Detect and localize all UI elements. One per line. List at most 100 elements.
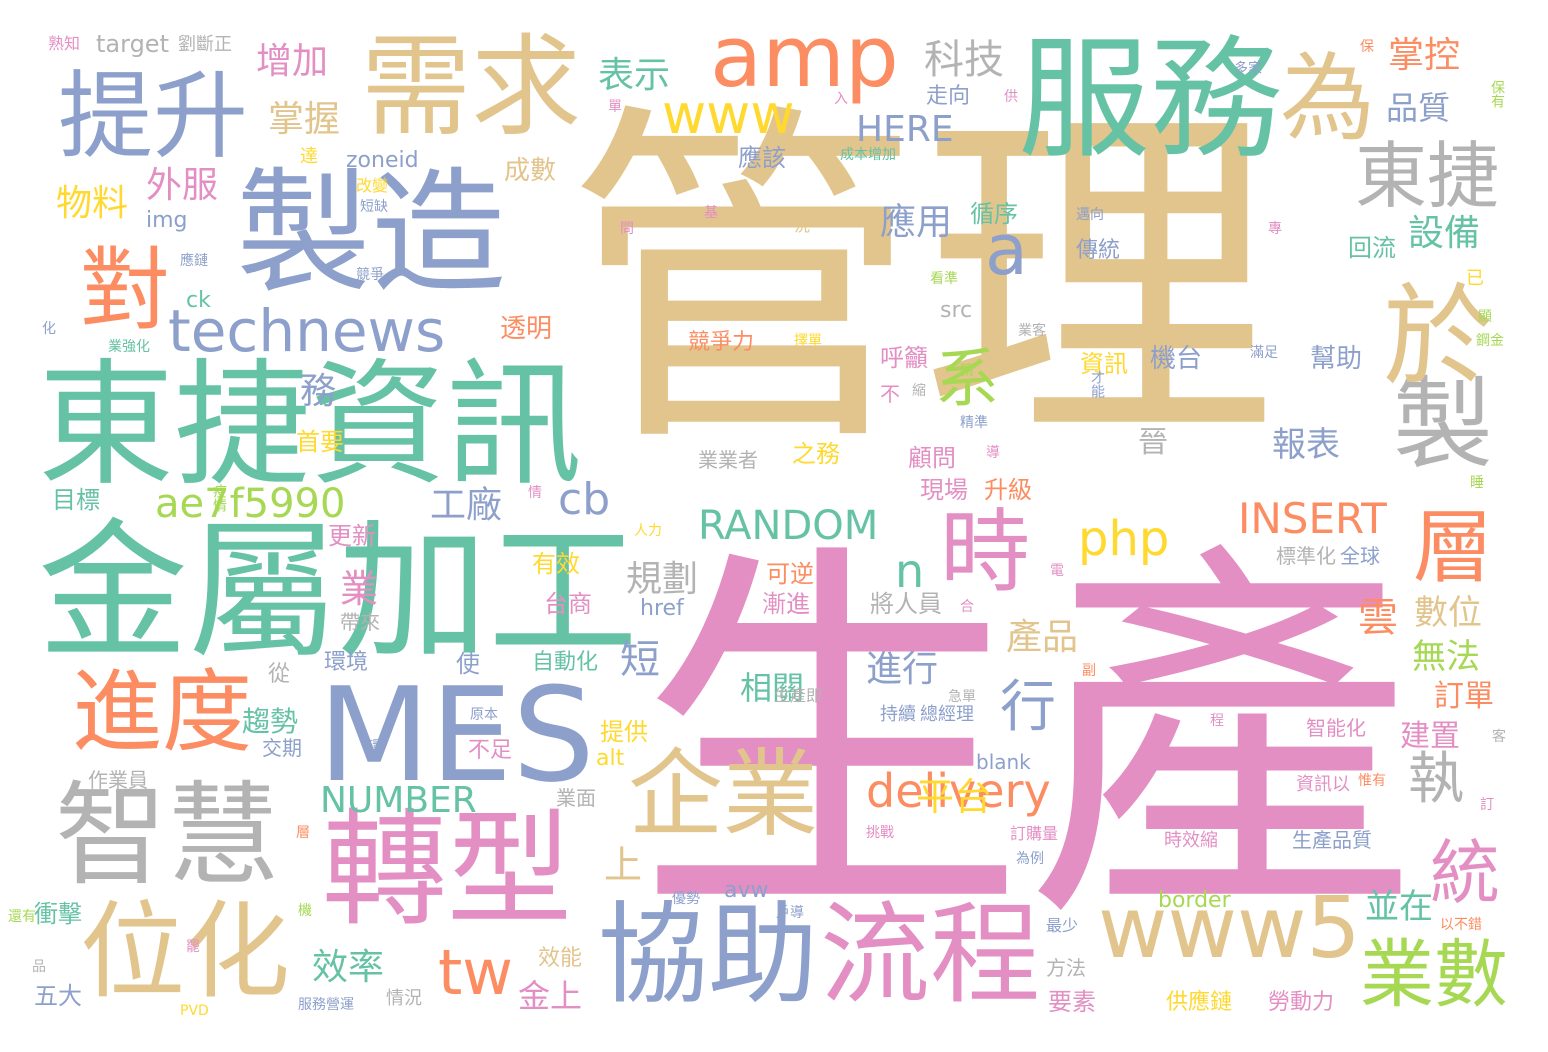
word: 生產即 xyxy=(774,686,823,705)
word: 於 xyxy=(1383,273,1493,401)
word: 管理 xyxy=(566,75,1276,489)
word: 疫情 xyxy=(211,484,227,512)
word: 台商 xyxy=(544,590,592,618)
word: technews xyxy=(168,297,446,365)
word: 位化 xyxy=(80,891,291,1013)
word: ae7f5990 xyxy=(155,481,346,527)
word: 掌握 xyxy=(268,99,341,140)
word: 成數 xyxy=(504,156,557,186)
word: 戶導 xyxy=(776,905,804,921)
word: 進度 xyxy=(72,660,252,765)
word: 幫助 xyxy=(1310,344,1363,374)
word: 透明 xyxy=(500,314,553,344)
word: HERE xyxy=(856,109,954,150)
word: 轉型 xyxy=(322,798,572,943)
word: ck xyxy=(186,288,211,313)
word: 情況 xyxy=(386,988,422,1009)
word: 睡 xyxy=(1470,475,1484,491)
word: 工廠 xyxy=(430,485,503,526)
word: 五大 xyxy=(34,982,82,1010)
word: 智慧 xyxy=(55,771,279,901)
word: 看準 xyxy=(930,271,958,287)
word: PVD xyxy=(180,1003,209,1019)
word: 已 xyxy=(1466,268,1484,289)
word: 雲 xyxy=(1358,595,1398,641)
word: alt xyxy=(596,746,625,771)
word: 業數 xyxy=(1360,932,1508,1018)
word: 業 xyxy=(340,567,379,611)
word: href xyxy=(640,596,684,621)
word: 全球 xyxy=(1340,544,1380,568)
word: 生產 xyxy=(636,513,1416,967)
word: avw xyxy=(724,878,769,903)
word: 精 xyxy=(960,363,974,379)
word: 時效縮 xyxy=(1164,830,1218,851)
word: www xyxy=(662,83,795,146)
word: 挑戰 xyxy=(866,825,894,841)
word: 顯 xyxy=(1478,309,1492,325)
word: img xyxy=(146,208,188,233)
word: 不足 xyxy=(468,738,513,763)
word: 原本 xyxy=(470,707,498,723)
word: 競爭力 xyxy=(688,330,755,355)
word: 服務營運 xyxy=(298,997,354,1013)
word: 程 xyxy=(1210,713,1224,729)
word: 目標 xyxy=(52,486,100,514)
word: 機 xyxy=(298,903,312,919)
word: cb xyxy=(558,474,611,525)
word: 入 xyxy=(834,91,848,107)
word: 平台 xyxy=(916,775,993,819)
word: 科技 xyxy=(924,37,1004,83)
word: 訂單 xyxy=(1434,679,1494,714)
word: 專 xyxy=(1268,221,1282,237)
word: 最少 xyxy=(1046,916,1079,935)
word: 協助 xyxy=(598,891,818,1019)
word: 擇單 xyxy=(794,333,822,349)
word: 增加 xyxy=(256,41,329,82)
word: 品質 xyxy=(1386,89,1451,127)
word: 統 xyxy=(1430,832,1500,914)
word: amp xyxy=(710,8,899,107)
word: 勞動力 xyxy=(1268,990,1335,1015)
word: 晉 xyxy=(1138,425,1168,460)
word: 首要 xyxy=(296,428,344,456)
word: NUMBER xyxy=(320,780,477,821)
word: 相關 xyxy=(740,669,805,707)
word: 業客 xyxy=(1018,323,1046,339)
word: 傳統 xyxy=(1076,238,1121,263)
word: 環境 xyxy=(324,650,369,675)
word: 循序 xyxy=(970,200,1018,228)
word: 業業者 xyxy=(698,448,758,472)
word: 系 xyxy=(935,343,999,417)
word: 資訊 xyxy=(1080,350,1128,378)
word: 訂購量 xyxy=(1010,824,1059,843)
word: php xyxy=(1078,511,1170,567)
word: 合 xyxy=(960,599,974,615)
word: INSERT xyxy=(1238,494,1387,543)
word: 方法 xyxy=(1046,956,1086,980)
word: 金屬加工 xyxy=(38,506,639,680)
word: 之務 xyxy=(792,440,840,468)
word: 製 xyxy=(1393,366,1493,483)
word: zoneid xyxy=(346,148,419,173)
word: 縮 xyxy=(912,383,926,399)
word: 數位 xyxy=(1414,593,1482,633)
word: 鋼金 xyxy=(1476,333,1504,349)
word: 企業 xyxy=(628,740,819,850)
word: 生產品質 xyxy=(1292,828,1372,852)
word: MES xyxy=(318,659,595,811)
word: delivery xyxy=(866,764,1051,818)
word: 才能 xyxy=(1089,370,1105,398)
word: 導 xyxy=(986,445,1000,461)
word: a xyxy=(985,209,1028,291)
word: 報表 xyxy=(1272,425,1340,465)
word: 競爭 xyxy=(356,267,384,283)
word: 短缺 xyxy=(360,199,388,215)
word: 使 xyxy=(456,650,480,678)
word: 回流 xyxy=(1348,234,1396,262)
word: 應該 xyxy=(738,144,786,172)
word: 情 xyxy=(528,485,542,501)
word: 產品 xyxy=(1006,617,1079,658)
word: 從 xyxy=(268,662,291,687)
word: 將人員 xyxy=(870,590,942,618)
